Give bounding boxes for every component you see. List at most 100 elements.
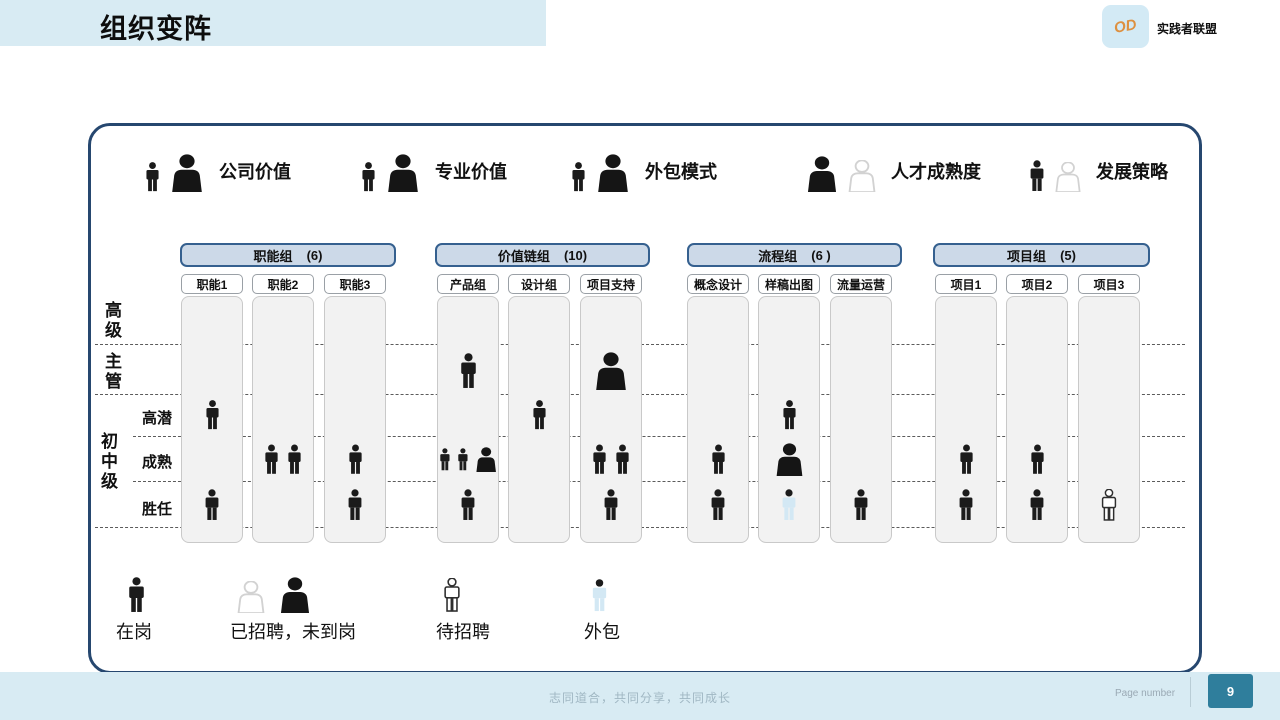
org-name: 实践者联盟: [1157, 22, 1218, 36]
status-legend-label: 已招聘，未到岗: [230, 622, 356, 642]
person-onboard-icon: [288, 444, 301, 474]
footer-band: [0, 672, 1280, 720]
sublevel-label-high-potential: 高潜: [142, 410, 173, 427]
column-label: 项目3: [1078, 274, 1140, 294]
person-recruited-icon: [596, 352, 626, 390]
status-outsource-icon: [588, 579, 611, 612]
matrix-cell: [580, 439, 642, 479]
matrix-cell: [758, 484, 820, 525]
matrix-cell: [1006, 439, 1068, 479]
matrix-cell: [437, 484, 499, 525]
page-number-badge: 9: [1208, 674, 1253, 708]
people-pair-icon: [142, 154, 207, 192]
person-onboard-icon: [460, 353, 476, 388]
column-label: 产品组: [437, 274, 499, 294]
sublevel-label-competent: 胜任: [142, 501, 173, 518]
page-title: 组织变阵: [100, 14, 212, 44]
person-onboard-icon: [532, 400, 546, 430]
matrix-cell: [687, 439, 749, 479]
person-onboard-icon: [205, 488, 219, 520]
person-onboard-icon: [782, 400, 796, 430]
column-label: 职能3: [324, 274, 386, 294]
value-legend-label: 人才成熟度: [891, 162, 981, 182]
group-label: 项目组: [1007, 248, 1047, 264]
row-divider: [133, 436, 1185, 437]
matrix-cell: [580, 349, 642, 393]
group-header: 价值链组 (10): [435, 243, 650, 267]
person-ghost-icon: [1055, 162, 1081, 192]
person-onboard-icon: [129, 577, 144, 612]
person-onboard-icon: [348, 444, 362, 474]
value-legend-label: 发展策略: [1096, 162, 1168, 182]
matrix-cell: [830, 484, 892, 525]
column-track: [252, 296, 314, 543]
person-onboard-icon: [711, 444, 725, 474]
value-legend-item: 专业价值: [358, 146, 507, 192]
person-recruited-icon: [388, 154, 418, 192]
value-legend-item: 外包模式: [568, 146, 717, 192]
people-pair-icon: [358, 154, 423, 192]
footer-motto: 志同道合，共同分享，共同成长: [548, 691, 732, 705]
matrix-cell: [324, 439, 386, 479]
person-onboard-icon: [348, 488, 362, 520]
person-pending-icon: [444, 578, 460, 612]
matrix-cell: [437, 439, 499, 479]
person-onboard-icon: [959, 488, 973, 520]
person-ghost-icon: [237, 581, 265, 613]
matrix-cell: [508, 396, 570, 434]
logo: OD: [1102, 5, 1149, 48]
matrix-cell: [687, 484, 749, 525]
person-recruited-icon: [280, 577, 310, 613]
group-header: 流程组 (6 ): [687, 243, 902, 267]
level-label-senior: 高级: [105, 301, 122, 340]
column-label: 职能2: [252, 274, 314, 294]
matrix-cell: [181, 484, 243, 525]
value-legend-item: 人才成熟度: [803, 146, 981, 192]
column-label: 项目1: [935, 274, 997, 294]
column-label: 项目2: [1006, 274, 1068, 294]
group-count: (6 ): [811, 247, 831, 263]
person-recruited-icon: [598, 154, 628, 192]
person-onboard-icon: [1030, 488, 1044, 520]
column-label: 流量运营: [830, 274, 892, 294]
people-pair-icon: [803, 156, 879, 192]
column-label: 设计组: [508, 274, 570, 294]
value-legend-item: 发展策略: [1026, 146, 1168, 192]
matrix-cell: [758, 439, 820, 479]
status-legend-label: 在岗: [116, 622, 152, 642]
group-count: (5): [1060, 247, 1076, 263]
person-onboard-icon: [593, 444, 606, 474]
matrix-cell: [1078, 484, 1140, 525]
person-recruited-icon: [172, 154, 202, 192]
person-ghost-icon: [848, 160, 876, 192]
people-pair-icon: [568, 154, 633, 192]
group-label: 价值链组: [497, 248, 550, 264]
matrix-cell: [758, 396, 820, 434]
person-onboard-icon: [854, 488, 868, 520]
matrix-cell: [1006, 484, 1068, 525]
person-onboard-icon: [959, 444, 973, 474]
person-onboard-icon: [461, 488, 475, 520]
column-label: 项目支持: [580, 274, 642, 294]
sublevel-label-mature: 成熟: [142, 454, 173, 471]
group-count: (6): [306, 247, 323, 263]
person-outsource-icon: [592, 579, 607, 612]
person-onboard-icon: [265, 444, 278, 474]
person-outsource-icon: [782, 488, 796, 520]
person-onboard-icon: [1030, 160, 1044, 191]
matrix-cell: [935, 484, 997, 525]
group-label: 流程组: [758, 248, 798, 264]
status-onboard-icon: [124, 577, 149, 613]
status-recruited-icon: [234, 577, 314, 613]
person-recruited-icon: [807, 156, 837, 192]
person-recruited-icon: [776, 442, 802, 476]
status-legend-label: 待招聘: [436, 622, 490, 642]
status-pending-icon: [440, 578, 464, 612]
person-onboard-icon: [440, 447, 450, 470]
person-onboard-icon: [1030, 444, 1044, 474]
header-band: [0, 0, 546, 46]
person-onboard-icon: [362, 162, 375, 192]
value-legend-item: 公司价值: [142, 146, 291, 192]
column-track: [508, 296, 570, 543]
person-onboard-icon: [711, 488, 725, 520]
